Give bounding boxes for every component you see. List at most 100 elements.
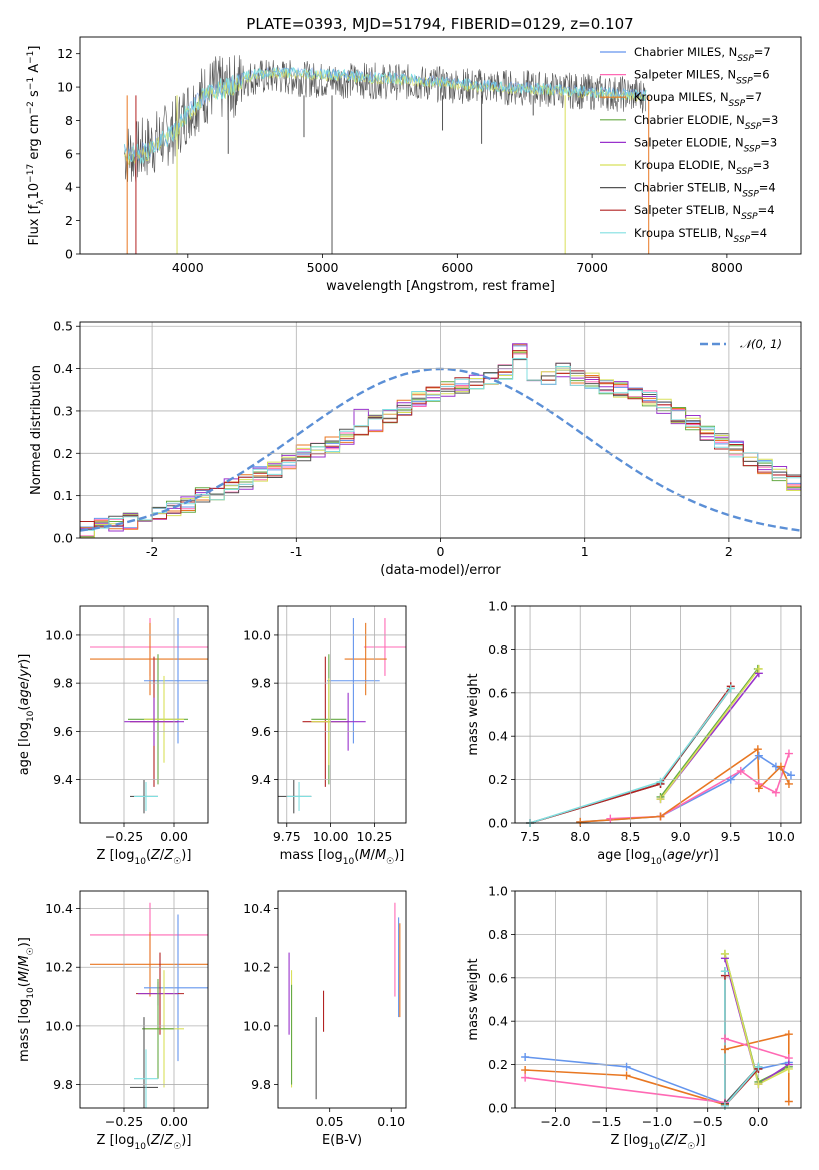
legend-label: Chabrier ELODIE, NSSP=3: [634, 113, 778, 132]
y-tick-label: 9.4: [53, 772, 73, 787]
y-tick-label: 10.0: [243, 1018, 271, 1033]
y-tick-label: 8: [65, 113, 73, 128]
y-tick-label: 10.4: [243, 901, 271, 916]
x-axis-label: (data-model)/error: [380, 563, 501, 578]
series-line: [724, 971, 760, 1106]
y-tick-label: 1.0: [488, 599, 508, 614]
axes-frame: [277, 890, 407, 1109]
model-spectrum-line: [124, 67, 646, 161]
y-tick-label: 0.0: [488, 816, 508, 831]
legend-label: Salpeter ELODIE, NSSP=3: [634, 135, 777, 154]
series-marker: [622, 1071, 631, 1080]
series-line: [724, 953, 790, 1084]
series-line: [580, 747, 790, 823]
series-marker: [656, 795, 665, 804]
panel-massweight-vs-age: 7.5 8.0 8.5 9.0 9.5 10.0 0.0 0.2 0.4 0.6 0.8 1.0 age…: [466, 599, 802, 867]
series-marker: [622, 1062, 631, 1071]
x-axis-label: wavelength [Angstrom, rest frame]: [326, 279, 555, 294]
x-tick-label: −2.0: [540, 1114, 570, 1129]
legend-label: Salpeter MILES, NSSP=6: [634, 68, 770, 87]
plot-area-age-vs-Z: [90, 618, 208, 814]
y-tick-label: 9.8: [251, 676, 271, 691]
x-tick-label: 0.05: [316, 1114, 344, 1129]
series-marker: [720, 1101, 729, 1110]
x-tick-label: 9.75: [273, 829, 301, 844]
y-tick-label: 0.4: [53, 361, 73, 376]
y-axis-label: age [log10(age/yr)]: [17, 654, 36, 776]
y-axis-label: mass weight: [466, 958, 481, 1040]
y-tick-label: 0.4: [488, 729, 508, 744]
axes-frame: [277, 605, 407, 824]
x-tick-label: 0.10: [377, 1114, 405, 1129]
y-tick-label: 0.2: [53, 446, 73, 461]
x-tick-label: 8.5: [620, 829, 640, 844]
legend-label: Salpeter STELIB, NSSP=4: [634, 203, 775, 222]
y-tick-label: 10.0: [45, 1018, 73, 1033]
panel-mass-vs-EBV: 0.05 0.10 9.8 10.0 10.2 10.4 E(B-V): [243, 890, 407, 1148]
axes-frame: [514, 890, 802, 1109]
plot-area-age-vs-mass: [278, 618, 406, 814]
series-line: [659, 668, 759, 798]
series-marker: [736, 766, 745, 775]
y-axis-label: Flux [fλ10−17 erg cm−2 s−1 A−1]: [26, 46, 46, 246]
y-tick-label: 10.0: [243, 627, 271, 642]
x-tick-label: 5000: [307, 260, 339, 275]
y-tick-label: 9.8: [53, 676, 73, 691]
y-tick-label: 0.6: [488, 970, 508, 985]
y-tick-label: 6: [65, 146, 73, 161]
x-tick-label: 0: [437, 544, 445, 559]
model-spectrum-line: [124, 68, 646, 166]
y-tick-label: 0.3: [53, 403, 73, 418]
series-marker: [720, 949, 729, 958]
series-marker: [521, 1073, 530, 1082]
x-tick-label: 9.0: [671, 829, 691, 844]
y-tick-label: 9.6: [53, 724, 73, 739]
series-marker: [754, 1062, 763, 1071]
x-tick-label: 0.00: [160, 1114, 188, 1129]
series-marker: [521, 1053, 530, 1062]
series-marker: [720, 1034, 729, 1043]
series-marker: [576, 817, 585, 826]
series-line: [724, 971, 760, 1108]
series-marker: [776, 762, 785, 771]
series-marker: [784, 1030, 793, 1039]
y-tick-label: 9.8: [251, 1077, 271, 1092]
series-marker: [784, 749, 793, 758]
x-tick-label: −1.5: [591, 1114, 621, 1129]
y-tick-label: 9.8: [53, 1077, 73, 1092]
x-axis-label: Z [log10(Z/Z☉)]: [97, 848, 192, 867]
x-tick-label: −0.5: [693, 1114, 723, 1129]
y-axis-label: mass [log10(M/M☉)]: [17, 937, 36, 1062]
x-tick-label: 10.25: [357, 829, 393, 844]
x-tick-label: 8.0: [570, 829, 590, 844]
model-spectrum-line: [124, 66, 647, 165]
series-marker: [726, 684, 735, 693]
legend-label: 𝒩(0, 1): [740, 337, 782, 351]
y-tick-label: 10.0: [45, 627, 73, 642]
series-line: [659, 668, 760, 800]
x-tick-label: −0.25: [105, 1114, 143, 1129]
series-marker: [784, 779, 793, 788]
series-marker: [786, 771, 795, 780]
panel-mass-vs-Z: −0.25 0.00 9.8 10.0 10.2 10.4 Z [log10(Z/Z☉)] m…: [17, 890, 209, 1152]
x-tick-label: 0.00: [160, 829, 188, 844]
x-tick-label: 9.5: [721, 829, 741, 844]
y-tick-label: 9.6: [251, 724, 271, 739]
x-axis-label: Z [log10(Z/Z☉)]: [611, 1133, 706, 1152]
series-marker: [754, 664, 763, 673]
y-tick-label: 1.0: [488, 884, 508, 899]
y-tick-label: 10.4: [45, 901, 73, 916]
x-axis-label: E(B-V): [322, 1133, 362, 1148]
x-tick-label: 8000: [711, 260, 743, 275]
y-tick-label: 0.6: [488, 685, 508, 700]
x-tick-label: 2: [725, 544, 733, 559]
series-marker: [754, 784, 763, 793]
x-tick-label: 4000: [172, 260, 204, 275]
panel-massweight-vs-Z: −2.0 −1.5 −1.0 −0.5 0.0 0.0 0.2 0.4 0.6 0.8 1.0 Z […: [466, 884, 802, 1152]
figure-title: PLATE=0393, MJD=51794, FIBERID=0129, z=0…: [246, 15, 633, 33]
series-marker: [784, 1097, 793, 1106]
axes-frame: [79, 890, 209, 1109]
y-tick-label: 9.4: [251, 772, 271, 787]
